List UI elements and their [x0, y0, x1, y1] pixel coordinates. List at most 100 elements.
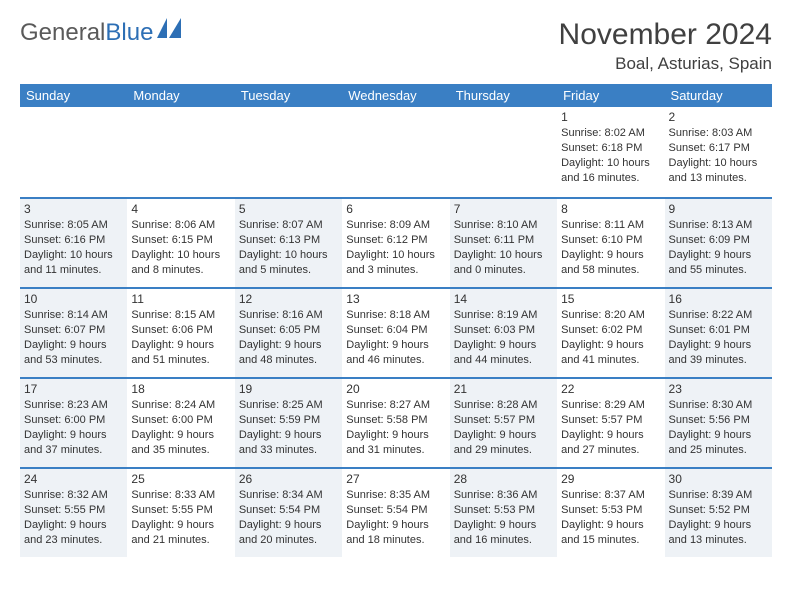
- daylight-text: Daylight: 10 hours and 13 minutes.: [669, 156, 768, 186]
- daylight-text: Daylight: 9 hours and 58 minutes.: [561, 248, 660, 278]
- week-row: 24Sunrise: 8:32 AMSunset: 5:55 PMDayligh…: [20, 467, 772, 557]
- day-number: 16: [669, 291, 768, 307]
- sunrise-text: Sunrise: 8:18 AM: [346, 308, 445, 323]
- sunrise-text: Sunrise: 8:27 AM: [346, 398, 445, 413]
- daylight-text: Daylight: 9 hours and 55 minutes.: [669, 248, 768, 278]
- sunset-text: Sunset: 6:16 PM: [24, 233, 123, 248]
- day-number: 19: [239, 381, 338, 397]
- day-cell: 4Sunrise: 8:06 AMSunset: 6:15 PMDaylight…: [127, 199, 234, 287]
- title-block: November 2024 Boal, Asturias, Spain: [559, 18, 772, 74]
- location: Boal, Asturias, Spain: [559, 54, 772, 74]
- weekday-saturday: Saturday: [665, 84, 772, 107]
- sunset-text: Sunset: 5:55 PM: [24, 503, 123, 518]
- day-cell: 29Sunrise: 8:37 AMSunset: 5:53 PMDayligh…: [557, 469, 664, 557]
- weekday-sunday: Sunday: [20, 84, 127, 107]
- sunrise-text: Sunrise: 8:37 AM: [561, 488, 660, 503]
- sunset-text: Sunset: 6:17 PM: [669, 141, 768, 156]
- sunrise-text: Sunrise: 8:10 AM: [454, 218, 553, 233]
- day-cell: 17Sunrise: 8:23 AMSunset: 6:00 PMDayligh…: [20, 379, 127, 467]
- day-number: 25: [131, 471, 230, 487]
- day-number: 3: [24, 201, 123, 217]
- sunrise-text: Sunrise: 8:06 AM: [131, 218, 230, 233]
- day-number: 7: [454, 201, 553, 217]
- day-number: 30: [669, 471, 768, 487]
- day-cell: 2Sunrise: 8:03 AMSunset: 6:17 PMDaylight…: [665, 107, 772, 197]
- day-number: 20: [346, 381, 445, 397]
- sunrise-text: Sunrise: 8:07 AM: [239, 218, 338, 233]
- sunset-text: Sunset: 5:53 PM: [454, 503, 553, 518]
- daylight-text: Daylight: 9 hours and 31 minutes.: [346, 428, 445, 458]
- page-title: November 2024: [559, 18, 772, 52]
- sunrise-text: Sunrise: 8:28 AM: [454, 398, 553, 413]
- day-number: 28: [454, 471, 553, 487]
- sunset-text: Sunset: 6:13 PM: [239, 233, 338, 248]
- logo: GeneralBlue: [20, 18, 183, 47]
- sunset-text: Sunset: 6:05 PM: [239, 323, 338, 338]
- daylight-text: Daylight: 9 hours and 16 minutes.: [454, 518, 553, 548]
- daylight-text: Daylight: 9 hours and 25 minutes.: [669, 428, 768, 458]
- day-cell: 10Sunrise: 8:14 AMSunset: 6:07 PMDayligh…: [20, 289, 127, 377]
- day-number: 23: [669, 381, 768, 397]
- daylight-text: Daylight: 9 hours and 48 minutes.: [239, 338, 338, 368]
- sunrise-text: Sunrise: 8:24 AM: [131, 398, 230, 413]
- week-row: 10Sunrise: 8:14 AMSunset: 6:07 PMDayligh…: [20, 287, 772, 377]
- daylight-text: Daylight: 9 hours and 39 minutes.: [669, 338, 768, 368]
- daylight-text: Daylight: 10 hours and 8 minutes.: [131, 248, 230, 278]
- day-number: 2: [669, 109, 768, 125]
- day-cell: 28Sunrise: 8:36 AMSunset: 5:53 PMDayligh…: [450, 469, 557, 557]
- sunrise-text: Sunrise: 8:22 AM: [669, 308, 768, 323]
- day-number: 1: [561, 109, 660, 125]
- sunset-text: Sunset: 6:12 PM: [346, 233, 445, 248]
- sunset-text: Sunset: 6:10 PM: [561, 233, 660, 248]
- day-cell: 12Sunrise: 8:16 AMSunset: 6:05 PMDayligh…: [235, 289, 342, 377]
- daylight-text: Daylight: 9 hours and 29 minutes.: [454, 428, 553, 458]
- sunset-text: Sunset: 6:00 PM: [131, 413, 230, 428]
- sunrise-text: Sunrise: 8:39 AM: [669, 488, 768, 503]
- sunset-text: Sunset: 6:06 PM: [131, 323, 230, 338]
- day-number: 9: [669, 201, 768, 217]
- day-number: 4: [131, 201, 230, 217]
- sunset-text: Sunset: 5:57 PM: [454, 413, 553, 428]
- day-cell: 6Sunrise: 8:09 AMSunset: 6:12 PMDaylight…: [342, 199, 449, 287]
- day-cell: 20Sunrise: 8:27 AMSunset: 5:58 PMDayligh…: [342, 379, 449, 467]
- day-cell: 1Sunrise: 8:02 AMSunset: 6:18 PMDaylight…: [557, 107, 664, 197]
- day-cell: 5Sunrise: 8:07 AMSunset: 6:13 PMDaylight…: [235, 199, 342, 287]
- day-number: 6: [346, 201, 445, 217]
- sunrise-text: Sunrise: 8:20 AM: [561, 308, 660, 323]
- week-row: 1Sunrise: 8:02 AMSunset: 6:18 PMDaylight…: [20, 107, 772, 197]
- daylight-text: Daylight: 9 hours and 15 minutes.: [561, 518, 660, 548]
- sunrise-text: Sunrise: 8:23 AM: [24, 398, 123, 413]
- weekday-monday: Monday: [127, 84, 234, 107]
- daylight-text: Daylight: 9 hours and 23 minutes.: [24, 518, 123, 548]
- daylight-text: Daylight: 9 hours and 35 minutes.: [131, 428, 230, 458]
- sunrise-text: Sunrise: 8:13 AM: [669, 218, 768, 233]
- daylight-text: Daylight: 10 hours and 3 minutes.: [346, 248, 445, 278]
- sunrise-text: Sunrise: 8:05 AM: [24, 218, 123, 233]
- daylight-text: Daylight: 9 hours and 37 minutes.: [24, 428, 123, 458]
- day-number: 5: [239, 201, 338, 217]
- day-cell: [127, 107, 234, 197]
- sunrise-text: Sunrise: 8:25 AM: [239, 398, 338, 413]
- sunrise-text: Sunrise: 8:19 AM: [454, 308, 553, 323]
- day-cell: [450, 107, 557, 197]
- daylight-text: Daylight: 9 hours and 20 minutes.: [239, 518, 338, 548]
- day-cell: 24Sunrise: 8:32 AMSunset: 5:55 PMDayligh…: [20, 469, 127, 557]
- sunset-text: Sunset: 5:57 PM: [561, 413, 660, 428]
- day-cell: 11Sunrise: 8:15 AMSunset: 6:06 PMDayligh…: [127, 289, 234, 377]
- day-cell: [342, 107, 449, 197]
- day-number: 11: [131, 291, 230, 307]
- sunset-text: Sunset: 5:56 PM: [669, 413, 768, 428]
- sunrise-text: Sunrise: 8:32 AM: [24, 488, 123, 503]
- weekday-tuesday: Tuesday: [235, 84, 342, 107]
- day-cell: 13Sunrise: 8:18 AMSunset: 6:04 PMDayligh…: [342, 289, 449, 377]
- sunset-text: Sunset: 6:03 PM: [454, 323, 553, 338]
- day-cell: 21Sunrise: 8:28 AMSunset: 5:57 PMDayligh…: [450, 379, 557, 467]
- day-number: 15: [561, 291, 660, 307]
- day-cell: [235, 107, 342, 197]
- day-cell: 25Sunrise: 8:33 AMSunset: 5:55 PMDayligh…: [127, 469, 234, 557]
- day-number: 29: [561, 471, 660, 487]
- daylight-text: Daylight: 9 hours and 53 minutes.: [24, 338, 123, 368]
- day-number: 12: [239, 291, 338, 307]
- daylight-text: Daylight: 9 hours and 51 minutes.: [131, 338, 230, 368]
- day-number: 10: [24, 291, 123, 307]
